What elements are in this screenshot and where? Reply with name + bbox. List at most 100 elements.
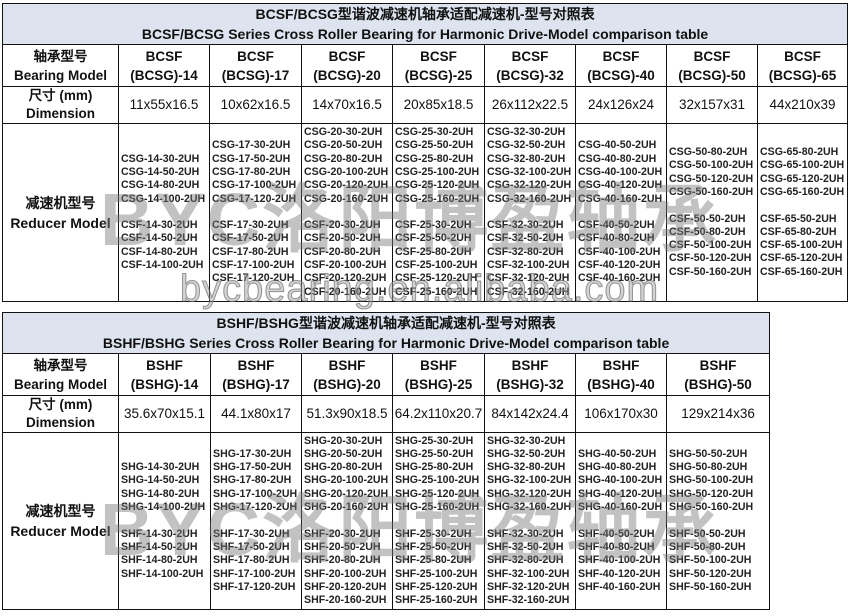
reducer-model-item: SHG-50-100-2UH bbox=[669, 474, 754, 487]
model-size: (BCSG)-65 bbox=[768, 67, 837, 83]
reducer-model-item: SHG-40-100-2UH bbox=[578, 474, 663, 487]
column-header: BCSF (BCSG)-14 bbox=[118, 44, 210, 87]
model-series: BSHF bbox=[420, 357, 457, 373]
table-title: BSHF/BSHG型谐波减速机轴承适配减速机-型号对照表 BSHF/BSHG Se… bbox=[1, 312, 771, 354]
reducer-model-item: SHF-17-120-2UH bbox=[213, 580, 296, 593]
reducer-model-item: SHG-17-50-2UH bbox=[213, 461, 292, 474]
reducer-model-cell: CSG-14-30-2UH CSG-14-50-2UH CSG-14-80-2UH C… bbox=[118, 123, 210, 302]
reducer-model-item: CSF-65-50-2UH bbox=[760, 212, 837, 225]
reducer-model-item: CSF-25-160-2UH bbox=[395, 285, 478, 298]
reducer-model-cell: SHG-25-30-2UH SHG-25-50-2UH SHG-25-80-2UH S… bbox=[392, 432, 485, 610]
reducer-model-item: CSF-17-120-2UH bbox=[212, 272, 295, 285]
reducer-model-cell: CSG-65-80-2UH CSG-65-100-2UH CSG-65-120-2U… bbox=[756, 123, 849, 302]
title-cn: BCSF/BCSG型谐波减速机轴承适配减速机-型号对照表 bbox=[255, 6, 595, 22]
dimension-cell: 129x214x36 bbox=[665, 395, 771, 433]
reducer-model-item: CSF-32-120-2UH bbox=[487, 272, 570, 285]
reducer-model-item: SHG-20-30-2UH bbox=[304, 434, 383, 447]
reducer-model-item: SHG-40-80-2UH bbox=[578, 461, 657, 474]
reducer-model-item: SHG-32-80-2UH bbox=[487, 461, 566, 474]
reducer-model-item: SHG-25-30-2UH bbox=[395, 434, 474, 447]
title-en: BCSF/BCSG Series Cross Roller Bearing fo… bbox=[141, 26, 709, 42]
reducer-model-item: SHG-14-100-2UH bbox=[121, 501, 206, 514]
reducer-model-cell: CSG-50-80-2UH CSG-50-100-2UH CSG-50-120-2U… bbox=[666, 123, 758, 302]
reducer-model-item: SHF-50-100-2UH bbox=[669, 554, 752, 567]
row-label-bearing-model: 轴承型号 Bearing Model bbox=[2, 44, 119, 87]
reducer-model-item: SHF-32-100-2UH bbox=[487, 567, 570, 580]
reducer-model-item: SHF-25-50-2UH bbox=[395, 540, 472, 553]
table-title: BCSF/BCSG型谐波减速机轴承适配减速机-型号对照表 BCSF/BCSG Se… bbox=[1, 3, 849, 45]
reducer-model-item: CSF-50-100-2UH bbox=[669, 239, 752, 252]
reducer-model-cell: CSG-17-30-2UH CSG-17-50-2UH CSG-17-80-2UH C… bbox=[209, 123, 302, 302]
reducer-model-item: SHF-50-160-2UH bbox=[669, 580, 752, 593]
label-cn: 减速机型号 bbox=[25, 503, 96, 519]
reducer-model-cell: SHG-20-30-2UH SHG-20-50-2UH SHG-20-80-2UH S… bbox=[301, 432, 393, 610]
reducer-model-item: CSG-17-30-2UH bbox=[212, 139, 291, 152]
reducer-model-item: SHF-40-120-2UH bbox=[578, 567, 661, 580]
model-size: (BCSG)-32 bbox=[496, 67, 564, 83]
reducer-model-item: CSG-20-100-2UH bbox=[304, 165, 389, 178]
reducer-model-item: CSF-32-50-2UH bbox=[487, 232, 564, 245]
reducer-model-item: CSF-65-120-2UH bbox=[760, 252, 843, 265]
reducer-model-item: SHG-20-100-2UH bbox=[304, 474, 389, 487]
reducer-model-item: SHF-20-80-2UH bbox=[304, 554, 381, 567]
reducer-model-item: SHF-40-160-2UH bbox=[578, 580, 661, 593]
model-series: BSHF bbox=[511, 357, 549, 373]
reducer-model-item: SHF-32-120-2UH bbox=[487, 580, 570, 593]
model-size: (BCSG)-20 bbox=[313, 67, 381, 83]
reducer-model-item: SHG-32-30-2UH bbox=[487, 434, 566, 447]
reducer-model-item: SHF-17-50-2UH bbox=[213, 540, 290, 553]
model-series: BCSF bbox=[784, 48, 821, 64]
reducer-model-item: CSF-20-50-2UH bbox=[304, 232, 381, 245]
reducer-model-cell: CSG-32-30-2UH CSG-32-50-2UH CSG-32-80-2UH C… bbox=[484, 123, 576, 302]
reducer-model-item: SHF-17-30-2UH bbox=[213, 527, 290, 540]
reducer-model-item: CSG-17-50-2UH bbox=[212, 152, 291, 165]
model-series: BSHF bbox=[699, 357, 737, 373]
reducer-model-item: CSG-17-120-2UH bbox=[212, 192, 297, 205]
reducer-model-item: SHF-40-50-2UH bbox=[578, 527, 655, 540]
reducer-model-item: SHF-20-160-2UH bbox=[304, 594, 387, 607]
reducer-model-item: SHF-14-100-2UH bbox=[121, 567, 204, 580]
row-label-dimension: 尺寸 (mm) Dimension bbox=[2, 86, 119, 124]
column-header: BCSF (BCSG)-50 bbox=[666, 44, 758, 87]
model-size: (BSHG)-25 bbox=[404, 376, 473, 392]
reducer-model-item: CSG-50-120-2UH bbox=[669, 172, 754, 185]
reducer-model-item: CSF-20-100-2UH bbox=[304, 259, 387, 272]
reducer-model-item: CSF-14-50-2UH bbox=[121, 232, 198, 245]
model-size: (BCSG)-25 bbox=[404, 67, 473, 83]
dimension-cell: 106x170x30 bbox=[575, 395, 667, 433]
dimension-cell: 64.2x110x20.7 bbox=[392, 395, 485, 433]
reducer-model-item: CSF-25-30-2UH bbox=[395, 219, 472, 232]
reducer-model-item: CSF-25-80-2UH bbox=[395, 245, 472, 258]
reducer-model-item: CSF-40-80-2UH bbox=[578, 232, 655, 245]
bshf-comparison-table: BSHF/BSHG型谐波减速机轴承适配减速机-型号对照表 BSHF/BSHG Se… bbox=[1, 312, 771, 610]
reducer-model-item: CSG-50-160-2UH bbox=[669, 185, 754, 198]
reducer-model-item: SHF-20-120-2UH bbox=[304, 580, 387, 593]
dimension-cell: 51.3x90x18.5 bbox=[301, 395, 393, 433]
reducer-model-item: CSF-20-80-2UH bbox=[304, 245, 381, 258]
reducer-model-item: SHF-25-30-2UH bbox=[395, 527, 472, 540]
reducer-model-item: CSG-25-160-2UH bbox=[395, 192, 480, 205]
reducer-model-item: CSG-25-120-2UH bbox=[395, 179, 480, 192]
reducer-model-item: SHG-20-120-2UH bbox=[304, 487, 389, 500]
reducer-model-item: SHG-25-50-2UH bbox=[395, 447, 474, 460]
reducer-model-item: SHG-20-160-2UH bbox=[304, 501, 389, 514]
reducer-model-item: SHG-40-50-2UH bbox=[578, 447, 657, 460]
column-header: BSHF (BSHG)-40 bbox=[575, 353, 667, 396]
reducer-model-item: SHG-14-50-2UH bbox=[121, 474, 200, 487]
reducer-model-item: CSG-17-80-2UH bbox=[212, 165, 291, 178]
label-en: Reducer Model bbox=[10, 523, 111, 539]
column-header: BCSF (BCSG)-40 bbox=[575, 44, 667, 87]
reducer-model-item: SHG-25-160-2UH bbox=[395, 501, 480, 514]
reducer-model-item: SHF-25-120-2UH bbox=[395, 580, 478, 593]
reducer-model-item: SHG-32-160-2UH bbox=[487, 501, 572, 514]
reducer-model-item: SHF-32-30-2UH bbox=[487, 527, 564, 540]
model-size: (BCSG)-17 bbox=[221, 67, 290, 83]
reducer-model-item: SHF-50-50-2UH bbox=[669, 527, 746, 540]
reducer-model-item: CSG-65-160-2UH bbox=[760, 185, 845, 198]
reducer-model-item: CSG-65-100-2UH bbox=[760, 159, 845, 172]
reducer-model-item: CSG-40-50-2UH bbox=[578, 139, 657, 152]
dimension-cell: 14x70x16.5 bbox=[301, 86, 393, 124]
reducer-model-item: SHG-50-50-2UH bbox=[669, 447, 748, 460]
reducer-model-cell: SHG-40-50-2UH SHG-40-80-2UH SHG-40-100-2UH… bbox=[575, 432, 667, 610]
model-series: BSHF bbox=[146, 357, 183, 373]
